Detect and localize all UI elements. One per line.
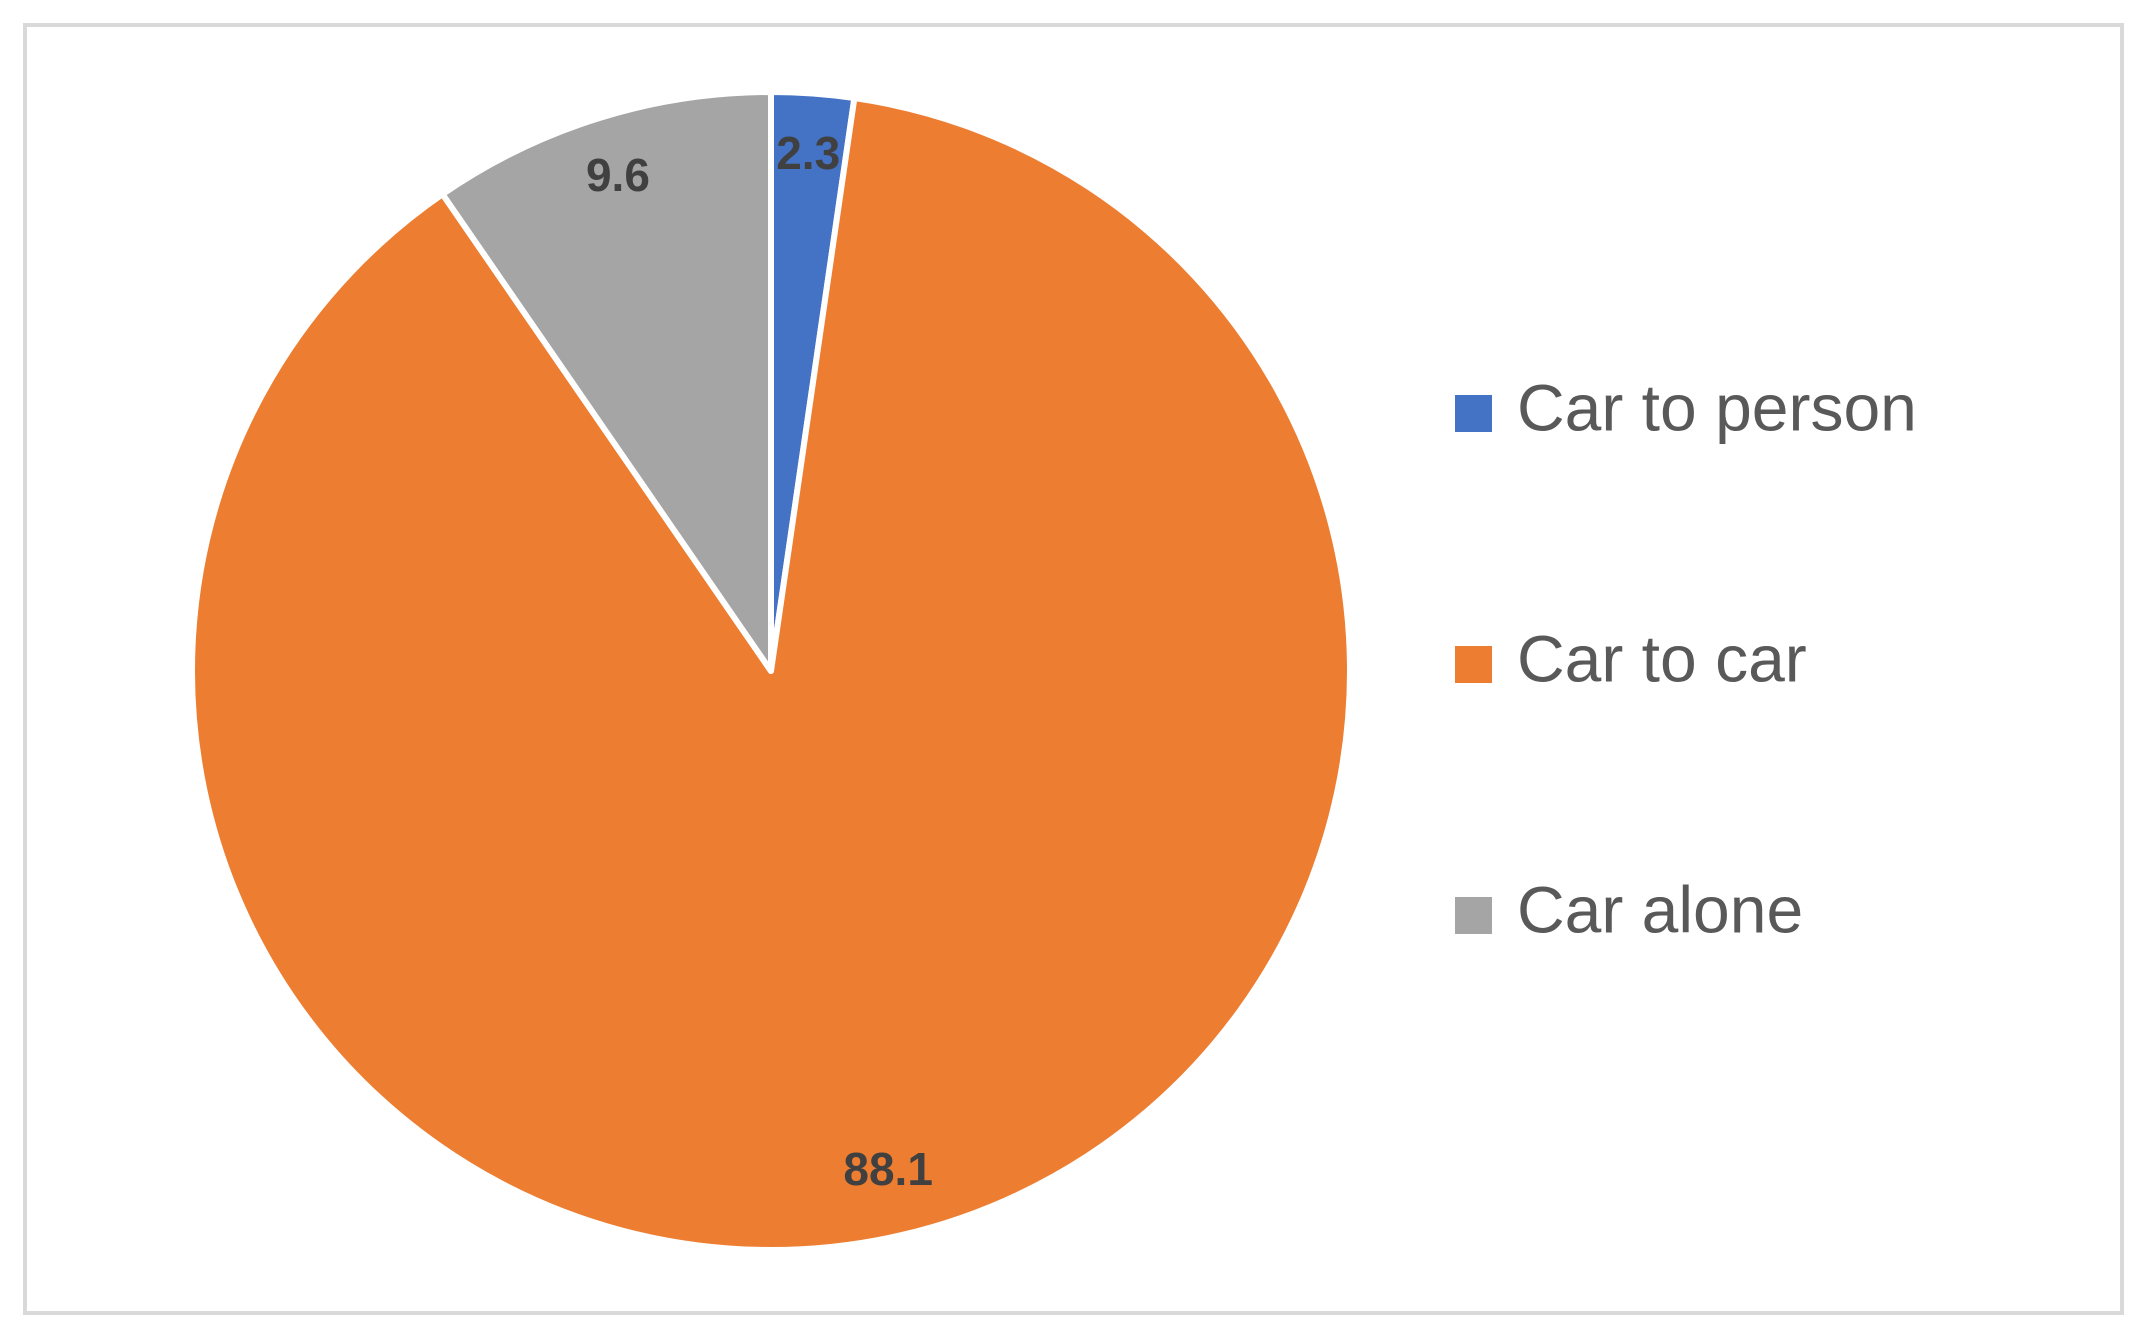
legend-swatch: [1455, 395, 1492, 432]
data-label: 9.6: [586, 149, 650, 201]
legend-label: Car alone: [1517, 872, 1803, 946]
legend-swatch: [1455, 897, 1492, 934]
pie-slice: [439, 89, 774, 674]
data-label: 88.1: [843, 1143, 933, 1195]
data-label: 2.3: [776, 127, 840, 179]
legend-swatch: [1455, 646, 1492, 683]
legend-label: Car to car: [1517, 621, 1807, 695]
legend-label: Car to person: [1517, 370, 1917, 444]
